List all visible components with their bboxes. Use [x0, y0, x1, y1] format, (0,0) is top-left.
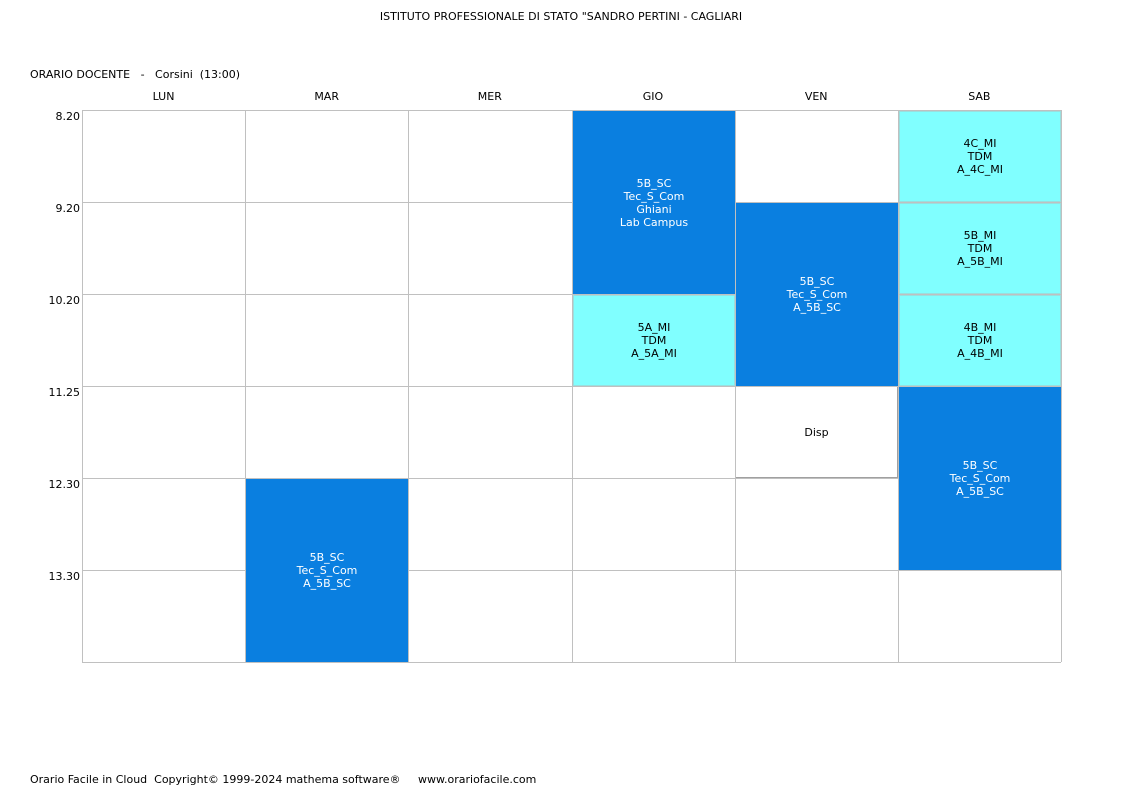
footer-copyright: Orario Facile in Cloud Copyright© 1999-2…: [30, 773, 537, 786]
lesson-block-sab[interactable]: 5B_MI TDM A_5B_MI: [899, 203, 1061, 294]
lesson-text-line: 4B_MI: [963, 321, 997, 334]
lesson-block-ven[interactable]: 5B_SC Tec_S_Com A_5B_SC: [736, 203, 898, 386]
lesson-block-gio[interactable]: 5A_MI TDM A_5A_MI: [573, 295, 735, 386]
school-title: ISTITUTO PROFESSIONALE DI STATO "SANDRO …: [379, 10, 743, 23]
grid-row-line: [82, 294, 1061, 295]
grid-row-line: [82, 386, 1061, 387]
lesson-text-line: TDM: [641, 334, 667, 347]
lesson-block-sab[interactable]: 4C_MI TDM A_4C_MI: [899, 111, 1061, 202]
day-header-ven: VEN: [804, 90, 828, 103]
grid-row-line: [82, 202, 1061, 203]
lesson-text-line: A_4C_MI: [957, 163, 1003, 176]
lesson-details: 5B_SC Tec_S_Com A_5B_SC: [787, 275, 848, 314]
lesson-details: 5A_MI TDM A_5A_MI: [631, 321, 677, 360]
time-label: 10.20: [48, 294, 81, 307]
lesson-text-line: A_5A_MI: [631, 347, 677, 360]
lesson-text-line: 5B_SC: [962, 459, 998, 472]
lesson-block-gio[interactable]: 5B_SC Tec_S_Com Ghiani Lab Campus: [573, 111, 735, 294]
lesson-block-sab[interactable]: 5B_SC Tec_S_Com A_5B_SC: [899, 387, 1061, 570]
day-header-lun: LUN: [152, 90, 175, 103]
lesson-block-ven[interactable]: Disp: [736, 387, 898, 478]
lesson-text-line: 5A_MI: [637, 321, 671, 334]
grid-row-line: [82, 110, 1061, 111]
lesson-text-line: Tec_S_Com: [949, 472, 1011, 485]
lesson-text-line: TDM: [967, 242, 993, 255]
time-label: 8.20: [55, 110, 81, 123]
lesson-text-line: Tec_S_Com: [623, 189, 685, 203]
day-header-mer: MER: [477, 90, 502, 103]
grid-row-line: [82, 478, 1061, 479]
lesson-details: 5B_MI TDM A_5B_MI: [957, 229, 1003, 268]
lesson-details: Disp: [804, 426, 828, 439]
lesson-details: 4C_MI TDM A_4C_MI: [957, 137, 1003, 176]
lesson-text-line: TDM: [967, 334, 993, 347]
lesson-text-line: Disp: [804, 425, 829, 439]
day-header-gio: GIO: [642, 90, 664, 103]
lesson-text-line: 5B_MI: [963, 229, 997, 242]
time-label: 11.25: [48, 386, 81, 399]
lesson-text-line: A_5B_SC: [793, 301, 841, 314]
day-header-mar: MAR: [314, 90, 339, 103]
lesson-text-line: 4C_MI: [963, 137, 997, 150]
lesson-text-line: 5B_SC: [799, 275, 835, 288]
lesson-text-line: Tec_S_Com: [296, 564, 358, 577]
time-label: 13.30: [48, 570, 81, 583]
lesson-details: 5B_SC Tec_S_Com A_5B_SC: [950, 459, 1011, 498]
lesson-details: 5B_SC Tec_S_Com A_5B_SC: [297, 551, 358, 590]
lesson-block-sab[interactable]: 4B_MI TDM A_4B_MI: [899, 295, 1061, 386]
time-label: 12.30: [48, 478, 81, 491]
time-label: 9.20: [55, 202, 81, 215]
lesson-text-line: Ghiani: [636, 202, 672, 216]
lesson-text-line: A_4B_MI: [957, 347, 1003, 360]
lesson-text-line: A_5B_MI: [957, 255, 1003, 268]
lesson-text-line: Tec_S_Com: [786, 288, 848, 301]
lesson-details: 4B_MI TDM A_4B_MI: [957, 321, 1003, 360]
lesson-text-line: A_5B_SC: [303, 577, 351, 590]
lesson-block-mar[interactable]: 5B_SC Tec_S_Com A_5B_SC: [246, 479, 408, 662]
grid-row-line: [82, 570, 1061, 571]
lesson-text-line: 5B_SC: [636, 176, 672, 190]
lesson-text-line: A_5B_SC: [956, 485, 1004, 498]
grid-column-line: [1061, 110, 1062, 662]
grid-row-line: [82, 662, 1061, 663]
lesson-text-line: 5B_SC: [309, 551, 345, 564]
teacher-schedule-title: ORARIO DOCENTE - Corsini (13:00): [30, 68, 241, 81]
lesson-text-line: Lab Campus: [619, 215, 689, 229]
lesson-details: 5B_SC Tec_S_Com Ghiani Lab Campus: [620, 177, 688, 229]
lesson-text-line: TDM: [967, 150, 993, 163]
day-header-sab: SAB: [968, 90, 991, 103]
